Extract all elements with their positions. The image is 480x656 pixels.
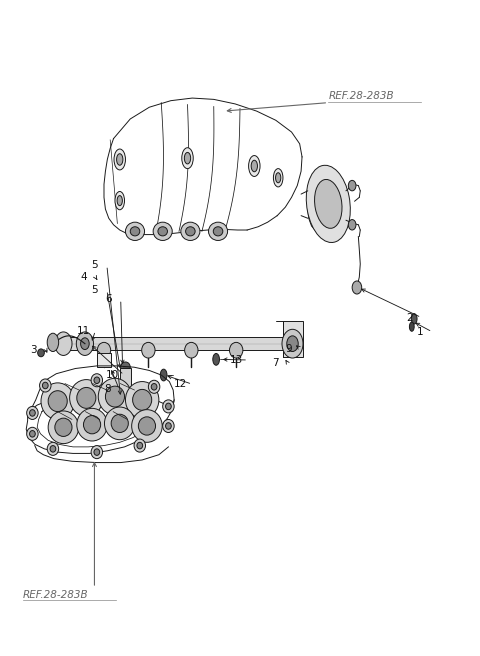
Bar bbox=[97, 353, 111, 367]
Ellipse shape bbox=[39, 379, 51, 392]
Ellipse shape bbox=[348, 220, 356, 230]
Text: 11: 11 bbox=[77, 325, 90, 336]
Ellipse shape bbox=[134, 439, 145, 452]
Ellipse shape bbox=[94, 449, 100, 455]
Text: 5: 5 bbox=[92, 260, 98, 270]
Ellipse shape bbox=[132, 409, 162, 442]
Ellipse shape bbox=[91, 374, 103, 387]
Ellipse shape bbox=[306, 165, 350, 243]
Ellipse shape bbox=[142, 342, 155, 358]
Ellipse shape bbox=[208, 222, 228, 241]
Ellipse shape bbox=[55, 418, 72, 436]
Text: 2: 2 bbox=[406, 312, 413, 323]
Ellipse shape bbox=[55, 332, 72, 356]
Ellipse shape bbox=[409, 322, 414, 331]
Ellipse shape bbox=[41, 383, 74, 419]
Ellipse shape bbox=[181, 222, 200, 241]
Ellipse shape bbox=[182, 148, 193, 169]
Ellipse shape bbox=[77, 388, 96, 408]
Ellipse shape bbox=[163, 419, 174, 432]
Ellipse shape bbox=[48, 391, 67, 411]
Ellipse shape bbox=[249, 155, 260, 176]
Text: 1: 1 bbox=[417, 327, 424, 337]
Ellipse shape bbox=[125, 222, 144, 241]
Text: 3: 3 bbox=[31, 344, 37, 354]
Text: REF.28-283B: REF.28-283B bbox=[23, 590, 88, 600]
Ellipse shape bbox=[151, 384, 157, 390]
Ellipse shape bbox=[166, 403, 171, 409]
Ellipse shape bbox=[132, 390, 152, 410]
Text: 6: 6 bbox=[106, 295, 112, 304]
Text: 8: 8 bbox=[104, 384, 111, 394]
Ellipse shape bbox=[27, 406, 38, 419]
Ellipse shape bbox=[42, 382, 48, 389]
Ellipse shape bbox=[77, 408, 108, 441]
Ellipse shape bbox=[163, 400, 174, 413]
Ellipse shape bbox=[37, 349, 44, 357]
Ellipse shape bbox=[213, 354, 219, 365]
Ellipse shape bbox=[27, 427, 38, 440]
Ellipse shape bbox=[117, 154, 123, 165]
Ellipse shape bbox=[160, 369, 167, 381]
Ellipse shape bbox=[314, 180, 342, 228]
Ellipse shape bbox=[47, 333, 59, 352]
Ellipse shape bbox=[98, 379, 132, 415]
Text: 10: 10 bbox=[106, 370, 119, 380]
Text: REF.28-283B: REF.28-283B bbox=[328, 91, 394, 101]
Ellipse shape bbox=[48, 411, 79, 443]
Ellipse shape bbox=[213, 227, 223, 236]
Bar bbox=[120, 369, 131, 387]
Ellipse shape bbox=[186, 227, 195, 236]
Text: 7: 7 bbox=[273, 358, 279, 368]
Ellipse shape bbox=[130, 227, 140, 236]
Ellipse shape bbox=[282, 329, 303, 358]
Ellipse shape bbox=[184, 152, 191, 164]
Ellipse shape bbox=[153, 222, 172, 241]
Ellipse shape bbox=[276, 173, 281, 183]
Ellipse shape bbox=[125, 382, 159, 418]
Ellipse shape bbox=[94, 377, 100, 384]
Ellipse shape bbox=[84, 415, 101, 434]
Ellipse shape bbox=[348, 180, 356, 191]
Ellipse shape bbox=[91, 445, 103, 459]
Ellipse shape bbox=[81, 338, 89, 350]
Bar bbox=[63, 337, 291, 350]
Ellipse shape bbox=[251, 160, 257, 172]
Text: 4: 4 bbox=[80, 272, 87, 282]
Ellipse shape bbox=[70, 380, 103, 416]
Ellipse shape bbox=[411, 314, 417, 324]
Ellipse shape bbox=[111, 414, 128, 432]
Ellipse shape bbox=[50, 445, 56, 452]
Text: 5: 5 bbox=[92, 285, 98, 295]
Ellipse shape bbox=[166, 422, 171, 429]
Text: 12: 12 bbox=[174, 379, 187, 389]
Ellipse shape bbox=[106, 386, 124, 407]
Text: 13: 13 bbox=[229, 355, 243, 365]
Ellipse shape bbox=[76, 332, 94, 356]
Text: 9: 9 bbox=[286, 344, 292, 354]
Ellipse shape bbox=[120, 362, 130, 373]
Ellipse shape bbox=[274, 169, 283, 187]
Ellipse shape bbox=[229, 342, 243, 358]
Ellipse shape bbox=[158, 227, 168, 236]
Ellipse shape bbox=[115, 192, 124, 210]
Ellipse shape bbox=[30, 430, 35, 437]
Ellipse shape bbox=[287, 336, 298, 352]
Ellipse shape bbox=[105, 407, 135, 440]
Ellipse shape bbox=[148, 380, 160, 394]
Bar bbox=[283, 321, 303, 358]
Ellipse shape bbox=[137, 442, 143, 449]
Ellipse shape bbox=[185, 342, 198, 358]
Ellipse shape bbox=[97, 342, 111, 358]
Ellipse shape bbox=[120, 417, 128, 428]
Ellipse shape bbox=[138, 417, 156, 435]
Ellipse shape bbox=[114, 149, 125, 170]
Ellipse shape bbox=[352, 281, 362, 294]
Bar bbox=[120, 388, 129, 406]
Ellipse shape bbox=[47, 442, 59, 455]
Ellipse shape bbox=[30, 409, 35, 416]
Ellipse shape bbox=[117, 195, 122, 205]
